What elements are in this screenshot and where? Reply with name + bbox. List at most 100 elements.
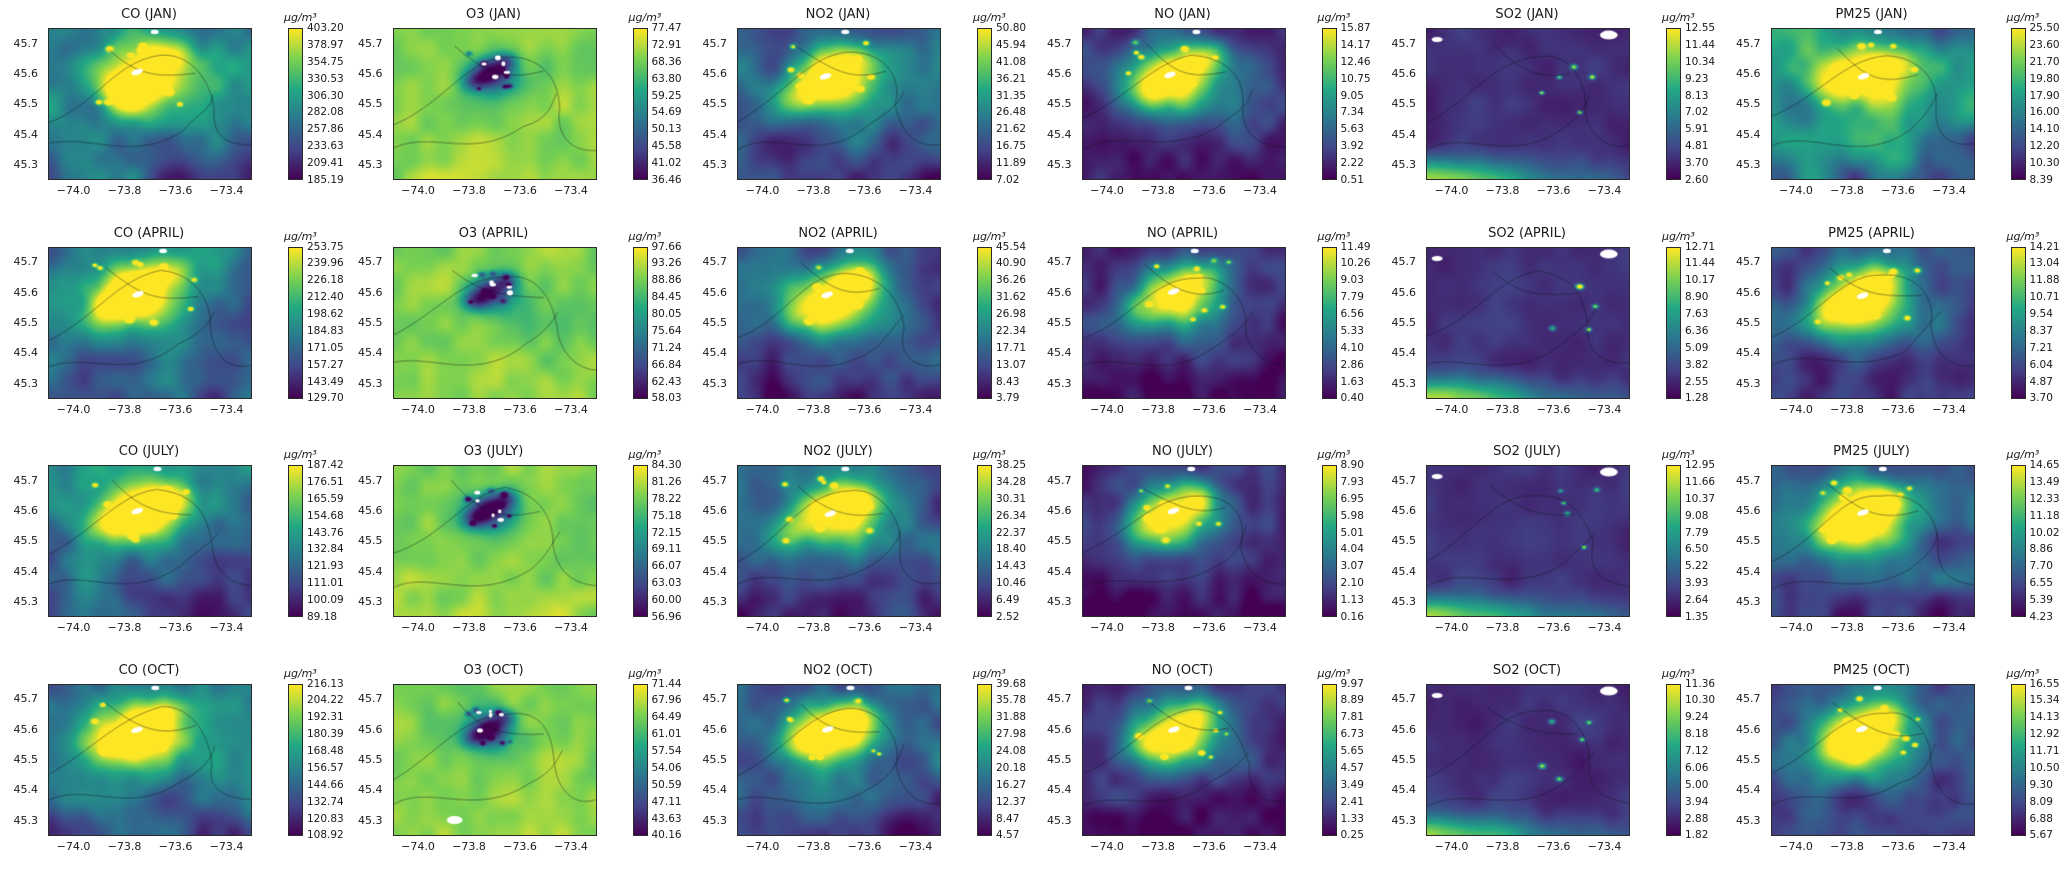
colorbar-units: µg/m³ (628, 666, 662, 680)
colorbar-tick-label: 4.57 (1340, 761, 1364, 774)
x-axis-ticks: −74.0 −73.8 −73.6 −73.4 (1771, 840, 1975, 853)
colorbar-tick-label: 3.70 (2029, 392, 2053, 405)
heatmap-canvas (1081, 28, 1286, 180)
x-tick-label: −73.6 (503, 184, 537, 197)
colorbar-tick-label: 8.43 (996, 375, 1020, 388)
colorbar-tick-label: 84.30 (651, 459, 682, 471)
colorbar-tick-label: 16.75 (996, 140, 1027, 153)
x-tick-label: −74.0 (1779, 402, 1813, 416)
colorbar-tick-label: 2.22 (1340, 157, 1364, 169)
x-tick-label: −73.6 (847, 402, 882, 416)
colorbar-tick-label: 10.34 (1685, 55, 1716, 68)
y-tick-label: 45.3 (702, 376, 728, 390)
x-tick-label: −73.6 (847, 839, 882, 853)
colorbar-tick-label: 75.18 (651, 509, 682, 522)
panel: PM25 (JULY) 45.7 45.6 45.5 45.4 45.3 −74.0 −7… (1723, 437, 2067, 656)
y-tick-label: 45.4 (13, 127, 39, 141)
y-tick-label: 45.6 (1736, 285, 1761, 299)
colorbar-tick-label: 157.27 (307, 358, 344, 371)
x-tick-label: −73.6 (1881, 402, 1915, 416)
y-tick-label: 45.5 (1047, 534, 1072, 548)
colorbar-gradient (977, 683, 992, 836)
colorbar-tick-label: 7.70 (2029, 560, 2053, 573)
x-axis-ticks: −74.0 −73.8 −73.6 −73.4 (48, 403, 252, 416)
x-tick-label: −73.4 (209, 621, 244, 634)
panel: NO2 (JAN) 45.7 45.6 45.5 45.4 45.3 −74.0 −73.… (689, 0, 1034, 219)
colorbar-tick-label: 5.65 (1340, 745, 1364, 757)
colorbar-tick-label: 3.79 (996, 392, 1020, 405)
colorbar-tick-label: 10.02 (2029, 526, 2060, 539)
colorbar-tick-label: 10.50 (2029, 761, 2060, 774)
x-tick-label: −73.8 (1141, 621, 1175, 634)
y-tick-label: 45.4 (1736, 127, 1761, 141)
colorbar-tick-label: 78.22 (651, 492, 682, 505)
y-axis-ticks: 45.7 45.6 45.5 45.4 45.3 (0, 28, 43, 180)
colorbar-tick-label: 8.37 (2029, 324, 2053, 337)
y-tick-label: 45.6 (702, 722, 728, 736)
y-tick-label: 45.7 (1047, 36, 1072, 50)
colorbar-tick-label: 198.62 (307, 308, 344, 320)
colorbar-tick-label: 97.66 (651, 240, 682, 253)
colorbar-units: µg/m³ (1662, 448, 1695, 461)
colorbar-tick-label: 1.33 (1340, 812, 1364, 825)
y-tick-label: 45.7 (1736, 692, 1761, 706)
colorbar-gradient (632, 683, 648, 836)
colorbar-tick-label: 34.28 (996, 475, 1027, 488)
y-tick-label: 45.7 (1047, 692, 1072, 706)
y-tick-label: 45.3 (702, 158, 728, 172)
colorbar-tick-label: 5.09 (1685, 341, 1709, 354)
colorbar-gradient (1321, 246, 1337, 399)
colorbar-tick-label: 56.96 (651, 610, 682, 623)
colorbar-tick-label: 30.31 (996, 492, 1027, 505)
y-tick-label: 45.4 (358, 564, 383, 578)
y-tick-label: 45.3 (1736, 813, 1761, 827)
colorbar-units: µg/m³ (284, 666, 317, 680)
colorbar-tick-label: 59.25 (651, 89, 682, 102)
colorbar-tick-label: 1.63 (1340, 375, 1364, 388)
y-tick-label: 45.7 (1736, 473, 1761, 487)
colorbar-tick-label: 40.90 (996, 257, 1027, 270)
colorbar-tick-label: 10.26 (1340, 257, 1371, 270)
colorbar-tick-label: 10.30 (1685, 694, 1716, 707)
colorbar-tick-label: 8.18 (1685, 728, 1709, 741)
colorbar-tick-label: 6.95 (1340, 492, 1364, 505)
panel: SO2 (OCT) 45.7 45.6 45.5 45.4 45.3 −74.0 −73.… (1378, 656, 1723, 874)
y-tick-label: 45.4 (1391, 564, 1417, 578)
y-axis-ticks: 45.7 45.6 45.5 45.4 45.3 (689, 247, 732, 399)
panel: SO2 (APRIL) 45.7 45.6 45.5 45.4 45.3 −74.0 −7… (1378, 219, 1723, 438)
colorbar-gradient (977, 246, 992, 399)
colorbar-tick-label: 9.23 (1685, 72, 1709, 85)
x-tick-label: −73.8 (1485, 402, 1520, 416)
y-tick-label: 45.6 (1391, 504, 1417, 518)
colorbar-tick-label: 71.44 (651, 677, 682, 690)
colorbar-tick-label: 21.70 (2029, 55, 2060, 68)
colorbar-gradient (1321, 465, 1337, 617)
y-tick-label: 45.5 (1736, 534, 1761, 548)
colorbar-tick-labels: 14.21 13.04 11.88 10.71 9.54 8.37 7.21 6.04 4.87… (2030, 241, 2067, 405)
y-tick-label: 45.4 (1736, 783, 1761, 797)
colorbar-tick-label: 5.00 (1685, 778, 1709, 791)
y-tick-label: 45.4 (1391, 346, 1417, 360)
y-tick-label: 45.5 (13, 97, 39, 111)
x-tick-label: −73.4 (898, 839, 933, 853)
y-axis-ticks: 45.7 45.6 45.5 45.4 45.3 (0, 465, 43, 617)
x-tick-label: −73.8 (1485, 621, 1520, 634)
x-axis-ticks: −74.0 −73.8 −73.6 −73.4 (1771, 184, 1975, 197)
colorbar-tick-label: 6.88 (2029, 812, 2053, 825)
y-tick-label: 45.6 (702, 504, 728, 518)
colorbar-tick-label: 5.39 (2029, 594, 2053, 606)
colorbar-tick-label: 8.47 (996, 812, 1020, 825)
colorbar-gradient (288, 683, 303, 836)
y-tick-label: 45.7 (1736, 36, 1761, 50)
colorbar-tick-label: 22.34 (996, 324, 1027, 337)
y-tick-label: 45.5 (1391, 97, 1417, 111)
colorbar-tick-label: 10.75 (1340, 72, 1371, 85)
colorbar-tick-label: 43.63 (651, 812, 682, 825)
colorbar-tick-label: 8.13 (1685, 89, 1709, 102)
y-tick-label: 45.3 (702, 595, 728, 609)
panel: PM25 (JAN) 45.7 45.6 45.5 45.4 45.3 −74.0 −73… (1723, 0, 2067, 219)
colorbar-tick-label: 84.45 (651, 291, 682, 304)
y-axis-ticks: 45.7 45.6 45.5 45.4 45.3 (1034, 247, 1077, 399)
colorbar-tick-label: 154.68 (307, 509, 344, 522)
y-tick-label: 45.3 (358, 376, 383, 390)
